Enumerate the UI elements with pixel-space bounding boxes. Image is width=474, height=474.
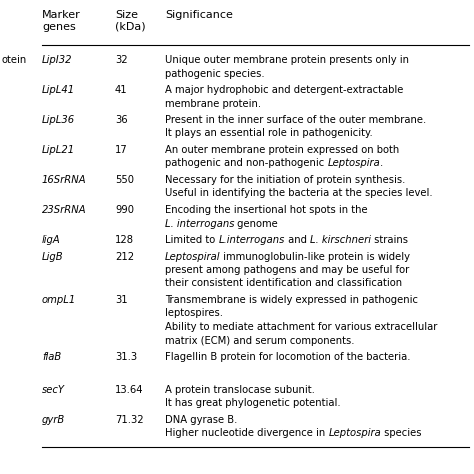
Text: It has great phylogenetic potential.: It has great phylogenetic potential. (165, 399, 341, 409)
Text: LipL41: LipL41 (42, 85, 75, 95)
Text: Marker
genes: Marker genes (42, 10, 81, 32)
Text: An outer membrane protein expressed on both: An outer membrane protein expressed on b… (165, 145, 399, 155)
Text: LipL36: LipL36 (42, 115, 75, 125)
Text: gyrB: gyrB (42, 415, 65, 425)
Text: pathogenic and non-pathogenic: pathogenic and non-pathogenic (165, 158, 328, 168)
Text: matrix (ECM) and serum components.: matrix (ECM) and serum components. (165, 336, 355, 346)
Text: Leptospira: Leptospira (328, 428, 381, 438)
Text: LigB: LigB (42, 252, 64, 262)
Text: secY: secY (42, 385, 65, 395)
Text: Ability to mediate attachment for various extracellular: Ability to mediate attachment for variou… (165, 322, 438, 332)
Text: 23SrRNA: 23SrRNA (42, 205, 87, 215)
Text: immunoglobulin-like protein is widely: immunoglobulin-like protein is widely (220, 252, 410, 262)
Text: 41: 41 (115, 85, 128, 95)
Text: Size
(kDa): Size (kDa) (115, 10, 146, 32)
Text: Unique outer membrane protein presents only in: Unique outer membrane protein presents o… (165, 55, 409, 65)
Text: pathogenic species.: pathogenic species. (165, 69, 264, 79)
Text: genome: genome (235, 219, 278, 228)
Text: ligA: ligA (42, 235, 61, 245)
Text: DNA gyrase B.: DNA gyrase B. (165, 415, 237, 425)
Text: membrane protein.: membrane protein. (165, 99, 261, 109)
Text: It plays an essential role in pathogenicity.: It plays an essential role in pathogenic… (165, 128, 373, 138)
Text: A major hydrophobic and detergent-extractable: A major hydrophobic and detergent-extrac… (165, 85, 403, 95)
Text: 32: 32 (115, 55, 128, 65)
Text: Significance: Significance (165, 10, 233, 20)
Text: 71.32: 71.32 (115, 415, 144, 425)
Text: otein: otein (2, 55, 27, 65)
Text: 36: 36 (115, 115, 128, 125)
Text: 31.3: 31.3 (115, 352, 137, 362)
Text: flaB: flaB (42, 352, 61, 362)
Text: Transmembrane is widely expressed in pathogenic: Transmembrane is widely expressed in pat… (165, 295, 418, 305)
Text: 550: 550 (115, 175, 134, 185)
Text: 16SrRNA: 16SrRNA (42, 175, 87, 185)
Text: Limited to: Limited to (165, 235, 219, 245)
Text: Leptospira: Leptospira (328, 158, 380, 168)
Text: L. kirschneri: L. kirschneri (310, 235, 371, 245)
Text: Present in the inner surface of the outer membrane.: Present in the inner surface of the oute… (165, 115, 426, 125)
Text: leptospires.: leptospires. (165, 309, 223, 319)
Text: strains: strains (371, 235, 408, 245)
Text: 128: 128 (115, 235, 134, 245)
Text: species: species (381, 428, 422, 438)
Text: Higher nucleotide divergence in: Higher nucleotide divergence in (165, 428, 328, 438)
Text: Leptospiral: Leptospiral (165, 252, 220, 262)
Text: LipI32: LipI32 (42, 55, 73, 65)
Text: A protein translocase subunit.: A protein translocase subunit. (165, 385, 315, 395)
Text: .: . (380, 158, 383, 168)
Text: L.interrogans: L.interrogans (219, 235, 285, 245)
Text: Useful in identifying the bacteria at the species level.: Useful in identifying the bacteria at th… (165, 189, 433, 199)
Text: 31: 31 (115, 295, 128, 305)
Text: L. interrogans: L. interrogans (165, 219, 235, 228)
Text: Flagellin B protein for locomotion of the bacteria.: Flagellin B protein for locomotion of th… (165, 352, 410, 362)
Text: ompL1: ompL1 (42, 295, 76, 305)
Text: Necessary for the initiation of protein synthesis.: Necessary for the initiation of protein … (165, 175, 405, 185)
Text: LipL21: LipL21 (42, 145, 75, 155)
Text: 212: 212 (115, 252, 134, 262)
Text: present among pathogens and may be useful for: present among pathogens and may be usefu… (165, 265, 409, 275)
Text: Encoding the insertional hot spots in the: Encoding the insertional hot spots in th… (165, 205, 368, 215)
Text: 17: 17 (115, 145, 128, 155)
Text: and: and (285, 235, 310, 245)
Text: their consistent identification and classification: their consistent identification and clas… (165, 279, 402, 289)
Text: 990: 990 (115, 205, 134, 215)
Text: 13.64: 13.64 (115, 385, 144, 395)
